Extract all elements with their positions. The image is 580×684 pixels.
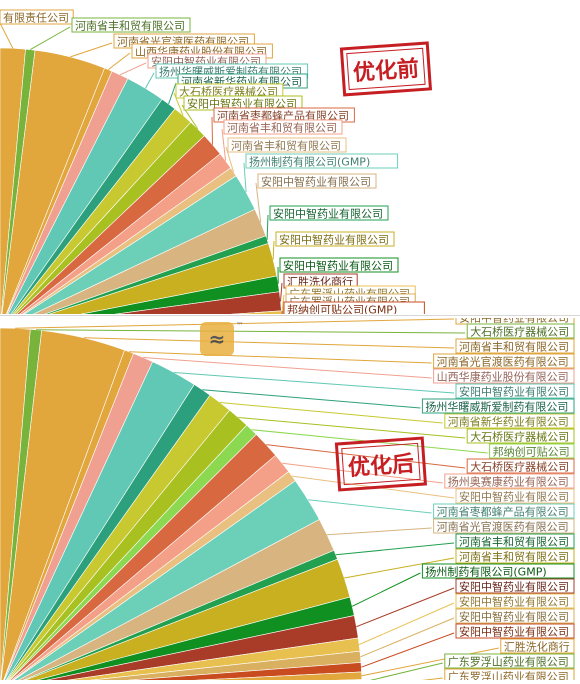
after-slice-label: 大石桥医疗器械公司 xyxy=(470,460,569,474)
after-slice-label: 河南省光官渡医药有限公司 xyxy=(437,520,569,534)
after-slice-label: 大石桥医疗器械公司 xyxy=(470,430,569,444)
after-slice-label: 安阳中智药业有限公司 xyxy=(459,610,569,624)
after-slice-label: 广东罗浮山药业有限公司 xyxy=(448,655,569,669)
after-slice-label: 安阳中智药业有限公司 xyxy=(459,595,569,609)
after-slice-label: 扬州制药有限公司(GMP) xyxy=(425,565,546,579)
after-slice-label: 山西华康药业股份有限公司 xyxy=(437,370,569,384)
before-slice-label: 河南省丰和贸有限公司 xyxy=(75,19,185,33)
before-leader-line xyxy=(212,117,213,145)
after-slice-label: 大石桥医疗器械公司 xyxy=(470,325,569,339)
before-slice-label: 河南省丰和贸有限公司 xyxy=(227,121,337,135)
before-slice-label: 有限责任公司 xyxy=(3,11,69,25)
before-slice-label: 安阳中智药业有限公司 xyxy=(283,259,393,273)
before-slice-label: 安阳中智药业有限公司 xyxy=(279,233,389,247)
after-slice-label: 扬州华曙威斯爱制药有限公司 xyxy=(425,400,568,414)
after-slice-label: 广东罗浮山药业有限公司 xyxy=(448,670,569,681)
before-slice-label: 河南省丰和贸有限公司 xyxy=(231,139,341,153)
after-slice-label: 汇胜洗化商行 xyxy=(504,640,570,654)
after-slice-label: 安阳中智药业有限公司 xyxy=(459,385,569,399)
after-slice-label: 邦纳创可贴公司 xyxy=(493,445,570,459)
after-slice-label: 河南省光官渡医药有限公司 xyxy=(437,355,569,369)
after-slice-label: 安阳中智药业有限公司 xyxy=(459,625,569,639)
after-slice-label: 安阳中智药业有限公司 xyxy=(459,580,569,594)
svg-text:≈: ≈ xyxy=(209,327,226,351)
after-slice-label: 扬州奥赛康药业有限公司 xyxy=(448,475,569,489)
after-slice-label: 安阳中智药业有限公司 xyxy=(459,490,569,504)
before-slice-label: 安阳中智药业有限公司 xyxy=(273,207,383,221)
after-slice-label: 河南省丰和贸有限公司 xyxy=(459,535,569,549)
after-slice-label: 河南省丰和贸有限公司 xyxy=(459,550,569,564)
after-slice-label: 河南省新华药业有限公司 xyxy=(448,415,569,429)
before-slice-label: 扬州制药有限公司(GMP) xyxy=(249,155,370,169)
after-slice-label: 河南省丰和贸有限公司 xyxy=(459,340,569,354)
stamp-before-text: 优化前 xyxy=(352,56,420,87)
stamp-after-text: 优化后 xyxy=(347,451,415,482)
after-slice-label: 河南省枣都蜂产品有限公司 xyxy=(437,505,569,519)
watermark-tm: ™ xyxy=(236,321,244,330)
before-slice-label: 安阳中智药业有限公司 xyxy=(261,175,371,189)
